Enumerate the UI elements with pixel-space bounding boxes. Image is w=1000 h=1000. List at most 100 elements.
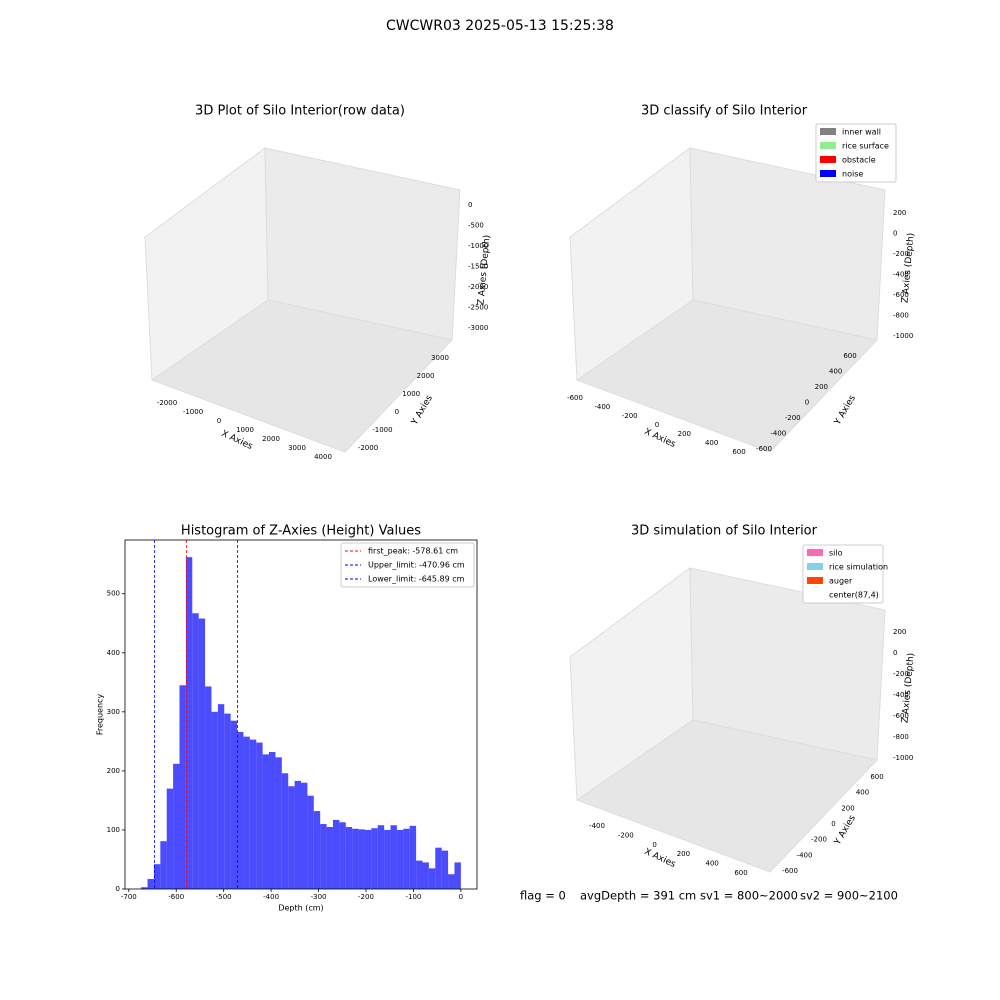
z-tick-label: -400	[893, 271, 909, 279]
z-tick-label: -200	[893, 670, 909, 678]
y-tick-label: 400	[856, 789, 869, 797]
legend-box	[802, 544, 884, 604]
x-tick-label: 4000	[314, 453, 332, 461]
pane-floor	[575, 719, 878, 873]
x-tick-label: -300	[311, 893, 327, 901]
bar	[288, 786, 295, 889]
z-tick-label: 0	[893, 230, 897, 238]
x-tick-label: 1000	[236, 426, 254, 434]
figure-title: CWCWR03 2025-05-13 15:25:38	[386, 18, 614, 34]
bar	[217, 704, 225, 889]
x-tick-label: -1000	[183, 408, 203, 416]
panel-title: 3D simulation of Silo Interior	[631, 524, 818, 539]
bar	[281, 773, 289, 889]
y-axis-label: Frequency	[96, 694, 105, 736]
y-tick-label: -400	[770, 430, 786, 438]
y-tick-label: 2000	[417, 372, 435, 380]
bar	[211, 711, 218, 889]
z-tick-label: 200	[893, 628, 906, 636]
x-tick-label: 0	[652, 841, 656, 849]
x-tick-label: 3000	[288, 444, 306, 452]
legend-label: inner wall	[842, 128, 881, 137]
y-tick-label: 200	[841, 804, 854, 812]
z-tick-label: -1000	[468, 242, 488, 250]
bar	[269, 751, 276, 889]
legend-box	[340, 542, 475, 588]
bar	[332, 819, 340, 889]
bar	[205, 686, 212, 889]
bar	[371, 828, 378, 889]
axes-frame	[124, 539, 478, 890]
x-tick-label: -400	[594, 403, 610, 411]
y-tick-label: -400	[797, 851, 813, 859]
bar	[345, 826, 353, 889]
z-tick-label: -800	[893, 733, 909, 741]
x-tick-label: -100	[405, 893, 421, 901]
bar	[352, 828, 359, 889]
x-tick-label: -600	[567, 394, 583, 402]
z-tick-label: -2000	[468, 283, 488, 291]
bar	[320, 824, 327, 889]
legend-label: silo	[829, 549, 843, 558]
x-tick-label: -600	[168, 893, 184, 901]
bar	[422, 862, 429, 889]
z-tick-label: -500	[468, 222, 484, 230]
y-tick-label: 200	[815, 383, 828, 391]
bar	[313, 811, 321, 889]
legend-label: first_peak: -578.61 cm	[368, 547, 458, 556]
x-tick-label: -400	[263, 893, 279, 901]
bar	[396, 829, 404, 889]
legend-swatch	[820, 170, 836, 177]
legend-swatch	[820, 142, 836, 149]
z-tick-label: 200	[893, 209, 906, 217]
x-tick-label: 200	[678, 430, 691, 438]
legend-label: noise	[842, 170, 863, 179]
status-text: sv2 = 900~2100	[800, 889, 898, 903]
bar	[141, 887, 148, 889]
legend-swatch	[807, 563, 823, 570]
bar	[294, 780, 301, 889]
x-tick-label: 0	[217, 417, 221, 425]
legend-swatch	[807, 577, 823, 584]
x-tick-label: -200	[358, 893, 374, 901]
bar	[256, 742, 263, 889]
z-tick-label: 0	[893, 649, 897, 657]
legend-label: rice simulation	[829, 563, 888, 572]
z-tick-label: -200	[893, 250, 909, 258]
pane-floor	[575, 299, 878, 453]
x-tick-label: -2000	[157, 399, 177, 407]
bar	[153, 864, 161, 889]
bar	[166, 788, 174, 889]
bar	[364, 829, 372, 889]
x-tick-label: 0	[655, 421, 659, 429]
y-tick-label: 200	[107, 767, 120, 775]
panel-title: 3D Plot of Silo Interior(row data)	[195, 104, 405, 119]
pane-floor	[150, 299, 453, 453]
x-tick-label: -400	[589, 822, 605, 830]
y-tick-label: 0	[831, 820, 835, 828]
x-axis-label: Depth (cm)	[278, 904, 323, 913]
bar	[243, 736, 250, 889]
bar	[377, 825, 385, 889]
z-tick-label: -3000	[468, 324, 488, 332]
bar	[179, 685, 186, 889]
bar	[237, 731, 244, 889]
bar	[192, 613, 199, 889]
x-tick-label: 2000	[262, 435, 280, 443]
x-tick-label: 200	[677, 850, 690, 858]
x-tick-label: -200	[622, 412, 638, 420]
y-tick-label: 100	[107, 826, 120, 834]
z-tick-label: -600	[893, 291, 909, 299]
bar	[441, 850, 449, 889]
bar	[428, 868, 436, 889]
bar	[147, 878, 154, 889]
bar	[198, 618, 206, 889]
bar	[416, 860, 423, 889]
y-tick-label: 300	[107, 708, 120, 716]
bar	[339, 822, 346, 889]
bar	[390, 825, 397, 889]
x-tick-label: 400	[706, 860, 719, 868]
y-tick-label: -200	[785, 414, 801, 422]
y-tick-label: 0	[395, 408, 399, 416]
